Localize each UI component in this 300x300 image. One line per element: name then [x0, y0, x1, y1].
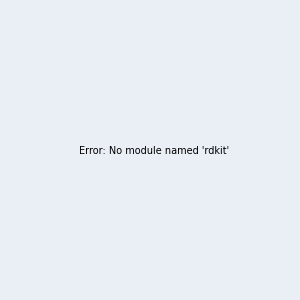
Text: Error: No module named 'rdkit': Error: No module named 'rdkit': [79, 146, 229, 157]
